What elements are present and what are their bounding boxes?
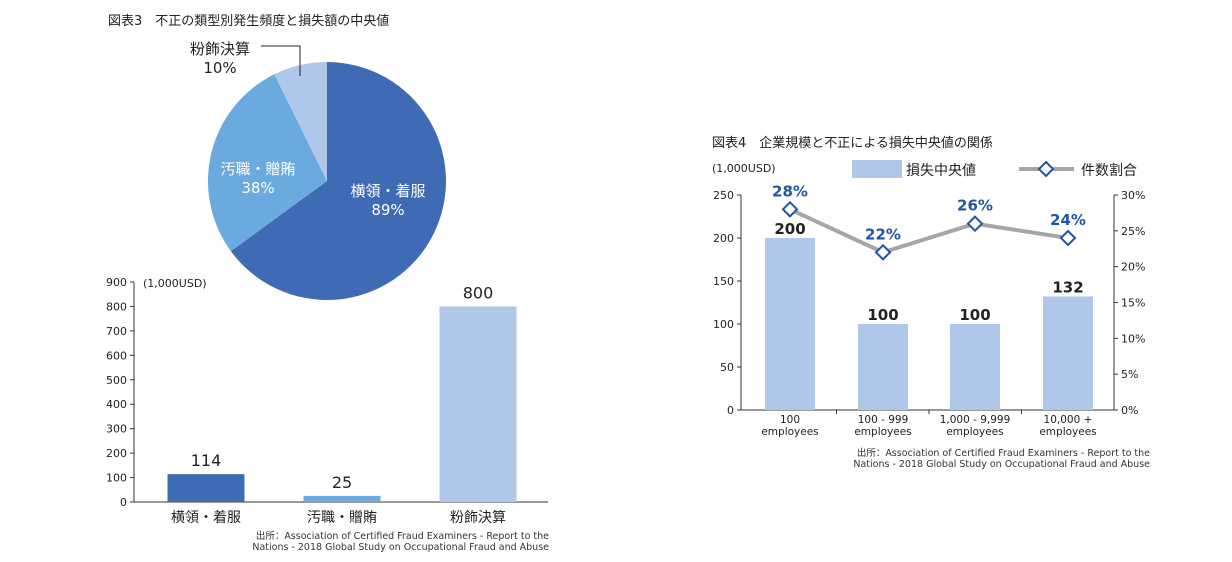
bar3-y-tick-label: 800 xyxy=(106,300,127,313)
pie-label-corruption: 汚職・贈賄 xyxy=(220,160,295,178)
fig4-category-label: 100 - 999 xyxy=(858,414,909,426)
fig4-y-tick-label: 200 xyxy=(713,232,734,245)
pie-label-fraud-accounting: 粉飾決算 xyxy=(190,40,250,58)
bar3-category-label: 粉飾決算 xyxy=(450,510,506,526)
fig4-bar-value-label: 100 xyxy=(867,306,898,324)
fig4-y2-tick-label: 5% xyxy=(1121,368,1138,381)
fig4-y2-tick-label: 10% xyxy=(1121,332,1145,345)
figure4-title: 図表4 企業規模と不正による損失中央値の関係 xyxy=(712,136,993,151)
fig4-bar-1 xyxy=(765,238,815,410)
pie-value-corruption: 38% xyxy=(241,179,274,197)
bar3-y-tick-label: 500 xyxy=(106,374,127,387)
fig4-bar-value-label: 132 xyxy=(1052,278,1083,296)
bar3-y-tick-label: 700 xyxy=(106,325,127,338)
fig4-y2-tick-label: 20% xyxy=(1121,261,1145,274)
fig4-y-tick-label: 50 xyxy=(720,361,734,374)
fig4-legend-line-label: 件数割合 xyxy=(1081,162,1137,179)
bar3-y-tick-label: 300 xyxy=(106,423,127,436)
fig4-line-value-label: 24% xyxy=(1050,211,1086,229)
bar3-value-label: 25 xyxy=(332,473,352,492)
bar3-y-tick-label: 400 xyxy=(106,398,127,411)
fig4-unit-label: (1,000USD) xyxy=(712,162,776,175)
fig4-category-label: employees xyxy=(1039,426,1096,438)
fig4-y2-tick-label: 30% xyxy=(1121,189,1145,202)
bar3-bar-2 xyxy=(303,495,381,502)
fig4-bar-3 xyxy=(950,324,1000,410)
figure3-source-line1: 出所：Association of Certified Fraud Examin… xyxy=(255,531,549,542)
bar3-unit-label: (1,000USD) xyxy=(143,277,207,290)
fig4-y-tick-label: 100 xyxy=(713,318,734,331)
figure4-source: 出所：Association of Certified Fraud Examin… xyxy=(853,448,1150,470)
bar3-bar-1 xyxy=(167,474,245,502)
bar3-bar-3 xyxy=(439,306,517,502)
fig4-line-value-label: 28% xyxy=(772,182,808,200)
fig4-y2-tick-label: 25% xyxy=(1121,225,1145,238)
pie-slice-2 xyxy=(207,74,327,252)
fig4-y-tick-label: 0 xyxy=(727,404,734,417)
bar3-y-tick-label: 200 xyxy=(106,447,127,460)
bar3-y-tick-label: 100 xyxy=(106,472,127,485)
fig4-line-value-label: 26% xyxy=(957,197,993,215)
figure3-source: 出所：Association of Certified Fraud Examin… xyxy=(252,531,549,553)
pie-slice-1 xyxy=(230,62,447,301)
fig4-y2-tick-label: 0% xyxy=(1121,404,1138,417)
fig4-legend-marker xyxy=(1037,160,1055,178)
figure4-source-line1: 出所：Association of Certified Fraud Examin… xyxy=(856,448,1150,459)
pie-label-embezzlement: 横領・着服 xyxy=(350,182,425,200)
fig4-bar-4 xyxy=(1043,296,1093,410)
bar3-value-label: 800 xyxy=(463,283,494,302)
fig4-bar-2 xyxy=(858,324,908,410)
fig4-legend-bar-swatch xyxy=(852,160,902,178)
figure4-source-line2: Nations - 2018 Global Study on Occupatio… xyxy=(853,459,1150,470)
pie-value-fraud-accounting: 10% xyxy=(203,59,236,77)
bar3-y-tick-label: 900 xyxy=(106,276,127,289)
fig4-category-label: 100 xyxy=(780,414,800,426)
fig4-category-label: employees xyxy=(854,426,911,438)
fig4-line-value-label: 22% xyxy=(865,225,901,243)
figure3-title: 図表3 不正の類型別発生頻度と損失額の中央値 xyxy=(108,14,390,29)
fig4-y-tick-label: 150 xyxy=(713,275,734,288)
fig4-category-label: employees xyxy=(946,426,1003,438)
bar3-value-label: 114 xyxy=(191,451,222,470)
fig4-line-marker xyxy=(874,243,892,261)
fig4-y2-tick-label: 15% xyxy=(1121,297,1145,310)
fig4-bar-value-label: 100 xyxy=(959,306,990,324)
fig4-line-marker xyxy=(1059,229,1077,247)
pie-value-embezzlement: 89% xyxy=(371,201,404,219)
fig4-category-label: 1,000 - 9,999 xyxy=(940,414,1011,426)
pie-slice-3 xyxy=(274,62,327,181)
fig4-bar-value-label: 200 xyxy=(774,220,805,238)
figure3-source-line2: Nations - 2018 Global Study on Occupatio… xyxy=(252,542,549,553)
fig4-line-series xyxy=(789,207,1069,255)
fig4-category-label: 10,000 + xyxy=(1044,414,1093,426)
fig4-legend-bar-label: 損失中央値 xyxy=(906,163,976,179)
fig4-y-tick-label: 250 xyxy=(713,189,734,202)
bar3-y-tick-label: 600 xyxy=(106,349,127,362)
fig4-line-marker xyxy=(781,200,799,218)
bar3-category-label: 横領・着服 xyxy=(171,509,241,526)
fig4-line-marker xyxy=(966,215,984,233)
fig4-category-label: employees xyxy=(761,426,818,438)
bar3-y-tick-label: 0 xyxy=(120,496,127,509)
bar3-category-label: 汚職・贈賄 xyxy=(307,510,377,526)
pie-leader-line xyxy=(261,45,301,76)
